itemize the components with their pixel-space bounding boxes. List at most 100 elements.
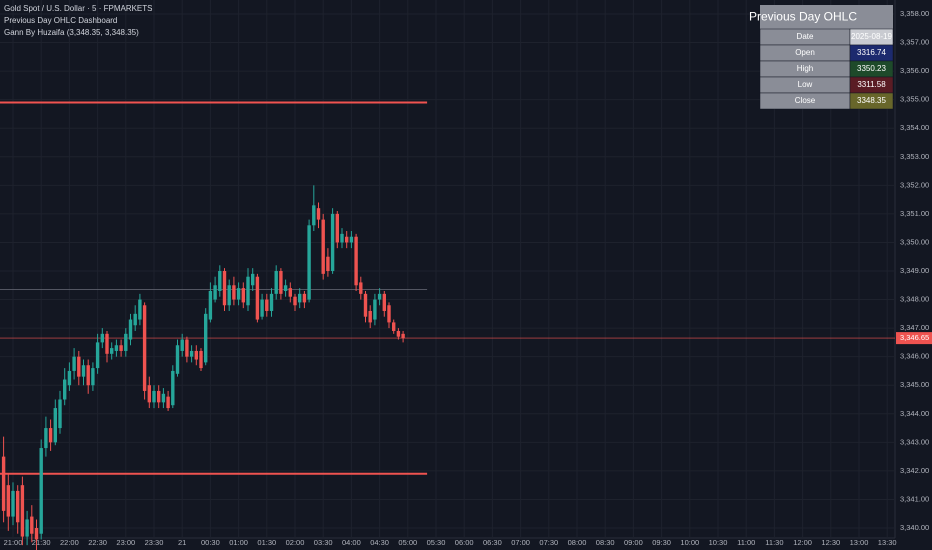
candle-body — [6, 485, 10, 517]
x-tick-label: 22:00 — [60, 538, 79, 547]
candle — [86, 359, 90, 394]
candle-body — [345, 236, 349, 243]
candle-body — [335, 213, 339, 243]
candle — [396, 328, 401, 340]
candle — [349, 231, 354, 249]
x-tick-label: 06:00 — [455, 538, 474, 547]
candle — [213, 276, 217, 303]
candle — [251, 268, 255, 291]
candle-body — [199, 350, 203, 369]
candle — [377, 288, 382, 306]
candle — [363, 290, 368, 323]
table-label: Close — [795, 96, 816, 105]
candle-body — [48, 428, 53, 443]
x-tick-label: 09:30 — [652, 538, 671, 547]
candle-body — [255, 276, 260, 320]
candle-body — [368, 310, 372, 323]
candle — [330, 208, 335, 274]
candle-body — [185, 339, 189, 357]
candle — [157, 385, 161, 409]
y-tick-label: 3,348.00 — [900, 295, 929, 304]
x-tick-label: 05:30 — [427, 538, 446, 547]
candle-body — [321, 219, 325, 274]
candle — [185, 336, 189, 363]
candle — [269, 288, 274, 317]
legend-text: Gold Spot / U.S. Dollar · 5 · FPMARKETS — [4, 4, 152, 13]
candle — [293, 293, 297, 311]
y-tick-label: 3,352.00 — [900, 180, 929, 189]
x-tick-label: 21:30 — [32, 538, 51, 547]
candle — [204, 308, 208, 366]
table-title-bg — [760, 5, 893, 29]
candle-body — [392, 322, 396, 331]
candle-body — [359, 282, 363, 294]
y-tick-label: 3,350.00 — [900, 237, 929, 246]
candle-body — [16, 490, 20, 523]
candle — [241, 282, 245, 309]
y-tick-label: 3,356.00 — [900, 66, 929, 75]
candle — [63, 368, 67, 406]
candle — [283, 279, 288, 297]
x-tick-label: 07:30 — [539, 538, 558, 547]
candle — [105, 330, 109, 363]
candle — [25, 510, 29, 546]
candle-body — [114, 345, 119, 351]
candle — [119, 339, 123, 357]
candle-body — [232, 285, 236, 300]
x-tick-label: 06:30 — [483, 538, 502, 547]
candle-body — [34, 528, 39, 540]
candle — [81, 359, 86, 386]
y-tick-label: 3,349.00 — [900, 266, 929, 275]
candle — [382, 290, 386, 317]
x-tick-label: 12:30 — [821, 538, 840, 547]
x-tick-label: 11:00 — [737, 538, 755, 547]
candle — [236, 282, 241, 306]
candle — [133, 305, 137, 331]
candle-body — [246, 276, 250, 306]
candle — [208, 282, 213, 323]
candle-body — [227, 285, 231, 306]
candle — [152, 385, 156, 409]
candle — [53, 399, 57, 446]
x-tick-label: 05:00 — [398, 538, 417, 547]
candle-body — [279, 270, 283, 294]
candle — [265, 293, 269, 317]
x-tick-label: 11:30 — [765, 538, 783, 547]
y-tick-label: 3,343.00 — [900, 437, 929, 446]
candle-body — [138, 299, 142, 320]
x-tick-label: 08:00 — [568, 538, 587, 547]
candle — [307, 219, 311, 303]
candle — [298, 288, 302, 309]
x-tick-label: 10:30 — [709, 538, 728, 547]
candle — [20, 476, 25, 546]
candle — [147, 376, 151, 409]
candle — [321, 213, 325, 280]
candle-body — [260, 299, 264, 317]
x-tick-label: 01:00 — [229, 538, 248, 547]
candle — [161, 388, 166, 409]
y-tick-label: 3,353.00 — [900, 152, 929, 161]
candle — [72, 348, 76, 380]
candle-body — [175, 345, 180, 374]
candle — [359, 276, 363, 300]
candle-body — [58, 399, 62, 429]
y-tick-label: 3,345.00 — [900, 380, 929, 389]
candle-body — [20, 485, 25, 537]
candle — [288, 282, 292, 303]
x-tick-label: 13:00 — [850, 538, 869, 547]
candle — [387, 302, 391, 329]
x-tick-label: 00:30 — [201, 538, 220, 547]
candle-body — [25, 519, 29, 537]
candle-body — [396, 330, 401, 337]
candle — [58, 390, 62, 434]
candle — [110, 342, 114, 360]
candle — [142, 302, 147, 400]
candle-body — [100, 333, 104, 343]
candle-body — [283, 285, 288, 291]
legend-text: Gann By Huzaifa (3,348.35, 3,348.35) — [4, 28, 139, 37]
candle-body — [53, 408, 57, 443]
y-tick-label: 3,344.00 — [900, 409, 929, 418]
candle-body — [152, 390, 156, 403]
candle — [16, 485, 20, 534]
